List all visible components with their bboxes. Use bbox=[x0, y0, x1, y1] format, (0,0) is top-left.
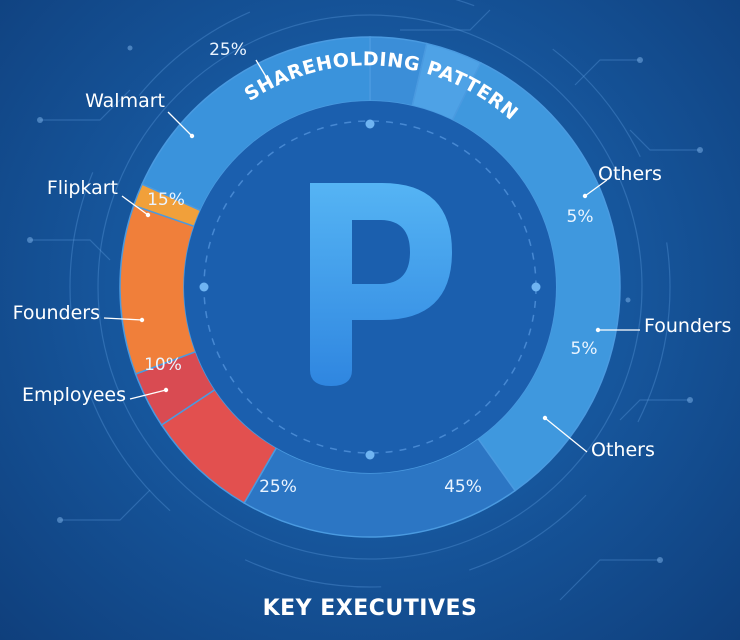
slice-category-label: Others bbox=[591, 439, 655, 461]
slice-value-label: 45% bbox=[444, 477, 482, 497]
slice-value-label: 5% bbox=[571, 339, 598, 359]
leader-dot bbox=[595, 327, 601, 333]
slice-value-label: 25% bbox=[259, 477, 297, 497]
slice-category-label: Others bbox=[598, 163, 662, 185]
leader-line bbox=[121, 195, 149, 216]
leader-line bbox=[167, 111, 193, 137]
slice-category-label: Flipkart bbox=[47, 177, 118, 199]
slice-category-label: Employees bbox=[22, 384, 126, 406]
leader-dot bbox=[145, 212, 151, 218]
leader-dot bbox=[139, 317, 145, 323]
leader-dot bbox=[542, 415, 548, 421]
leader-dot bbox=[582, 193, 588, 199]
slice-value-label: 15% bbox=[147, 190, 185, 210]
donut-ring bbox=[119, 36, 621, 538]
value-labels: 5% 5% 45% 25% 10% 15% 25% bbox=[144, 40, 597, 497]
leader-dot bbox=[163, 387, 169, 393]
p-logo-icon bbox=[310, 183, 452, 386]
slice-value-label: 10% bbox=[144, 355, 182, 375]
slice-category-label: Founders bbox=[644, 315, 731, 337]
leader-line bbox=[129, 389, 167, 400]
leader-line bbox=[544, 417, 588, 453]
slice-category-label: Founders bbox=[13, 302, 100, 324]
slice-value-label: 25% bbox=[209, 40, 247, 60]
slice-value-label: 5% bbox=[567, 207, 594, 227]
leader-line bbox=[103, 317, 143, 321]
category-labels: Others Founders Others Employees Founders Fli… bbox=[13, 59, 731, 461]
background-decoration bbox=[27, 0, 703, 601]
slice-category-label: Walmart bbox=[85, 90, 165, 112]
leader-line bbox=[255, 59, 269, 81]
key-executives-heading: KEY EXECUTIVES bbox=[262, 596, 478, 621]
leader-dot bbox=[189, 133, 195, 139]
leader-line bbox=[584, 179, 608, 197]
